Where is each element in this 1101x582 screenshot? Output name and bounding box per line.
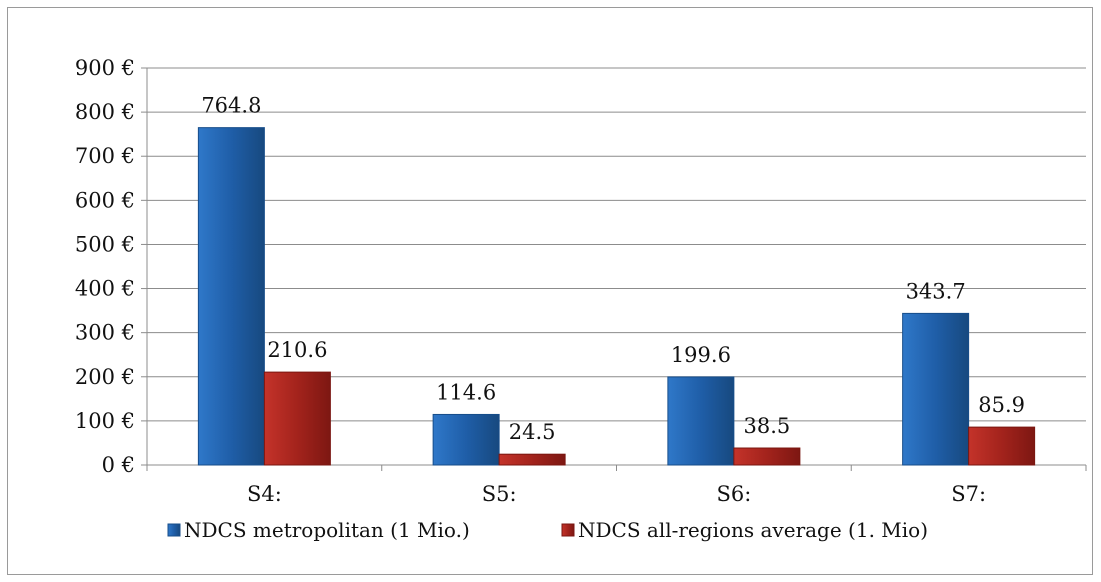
data-label: 199.6 [671, 343, 731, 367]
data-label: 343.7 [906, 279, 966, 303]
bar [733, 447, 801, 466]
bar [432, 413, 500, 466]
y-tick-label: 300 € [75, 321, 135, 345]
legend-swatch [561, 523, 575, 537]
x-tick-label: S6: [716, 482, 751, 506]
bar [197, 127, 265, 466]
y-tick-label: 100 € [75, 409, 135, 433]
y-tick-label: 900 € [75, 56, 135, 80]
y-tick-label: 500 € [75, 232, 135, 256]
bar [263, 371, 331, 466]
legend-label: NDCS metropolitan (1 Mio.) [184, 518, 470, 542]
bar [667, 376, 735, 466]
data-label: 210.6 [267, 338, 327, 362]
data-label: 38.5 [743, 414, 790, 438]
y-tick-label: 0 € [102, 453, 135, 477]
data-labels: 764.8 210.6 114.6 24.5 199.6 38.5 343.7 85.9 [201, 94, 1025, 445]
legend: NDCS metropolitan (1 Mio.) NDCS all-regio… [167, 518, 928, 542]
y-tick-label: 200 € [75, 365, 135, 389]
x-tick-label: S5: [482, 482, 517, 506]
legend-swatch [167, 523, 181, 537]
bar [902, 312, 970, 466]
y-tick-label: 600 € [75, 188, 135, 212]
y-tick-label: 800 € [75, 100, 135, 124]
x-tick-label: S4: [247, 482, 282, 506]
data-label: 24.5 [509, 420, 556, 444]
data-label: 85.9 [978, 393, 1025, 417]
data-label: 114.6 [436, 380, 496, 404]
bar [498, 453, 566, 466]
bars [197, 127, 1036, 466]
x-tick-label: S7: [951, 482, 986, 506]
legend-label: NDCS all-regions average (1. Mio) [578, 518, 928, 542]
y-tick-label: 400 € [75, 277, 135, 301]
bar [968, 426, 1036, 466]
y-tick-label: 700 € [75, 144, 135, 168]
axes: 0 € 100 € 200 € 300 € 400 € 500 € 600 € 700 € 80… [75, 56, 1087, 506]
chart-frame [7, 7, 1093, 575]
data-label: 764.8 [201, 94, 261, 118]
